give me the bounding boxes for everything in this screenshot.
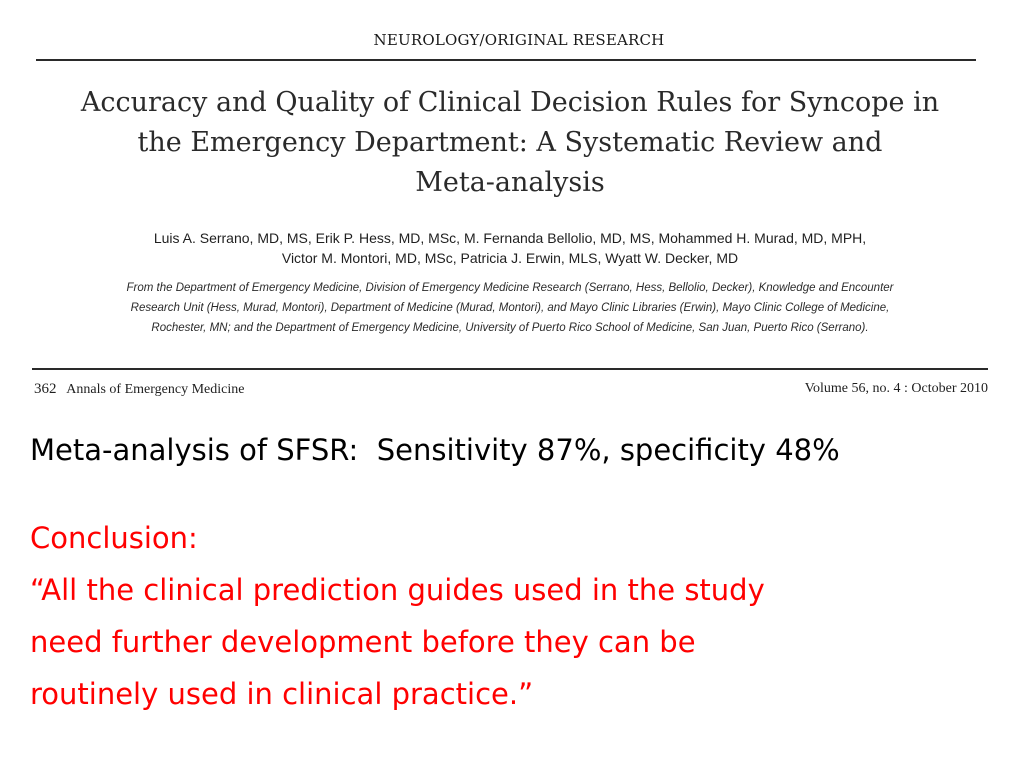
conclusion-quote-line: routinely used in clinical practice.”: [30, 677, 534, 711]
title-line: the Emergency Department: A Systematic R…: [137, 127, 883, 158]
paper-header-clipping: NEUROLOGY/ORIGINAL RESEARCH Accuracy and…: [32, 31, 988, 398]
author-list: Luis A. Serrano, MD, MS, Erik P. Hess, M…: [40, 228, 980, 268]
author-line: Victor M. Montori, MD, MSc, Patricia J. …: [281, 250, 739, 266]
journal-footer: 362 Annals of Emergency Medicine: [34, 381, 244, 398]
title-line: Meta-analysis: [415, 167, 605, 198]
conclusion-block: Conclusion: “All the clinical prediction…: [30, 512, 990, 720]
affiliation-line: Rochester, MN; and the Department of Eme…: [151, 322, 869, 334]
conclusion-heading: Conclusion:: [30, 521, 198, 555]
page-number: 362: [34, 381, 57, 397]
top-rule: [36, 59, 976, 61]
affiliation: From the Department of Emergency Medicin…: [40, 278, 980, 338]
affiliation-line: Research Unit (Hess, Murad, Montori), De…: [130, 302, 890, 314]
conclusion-quote-line: “All the clinical prediction guides used…: [30, 573, 765, 607]
affiliation-line: From the Department of Emergency Medicin…: [126, 282, 894, 294]
issue-info: Volume 56, no. 4 : October 2010: [804, 381, 988, 396]
bottom-rule: [32, 368, 988, 370]
title-line: Accuracy and Quality of Clinical Decisio…: [80, 87, 940, 118]
section-label: NEUROLOGY/ORIGINAL RESEARCH: [373, 31, 665, 49]
paper-title: Accuracy and Quality of Clinical Decisio…: [40, 83, 980, 203]
meta-analysis-finding: Meta-analysis of SFSR: Sensitivity 87%, …: [30, 433, 840, 467]
author-line: Luis A. Serrano, MD, MS, Erik P. Hess, M…: [153, 230, 867, 246]
conclusion-quote-line: need further development before they can…: [30, 625, 696, 659]
journal-name: Annals of Emergency Medicine: [66, 382, 245, 397]
